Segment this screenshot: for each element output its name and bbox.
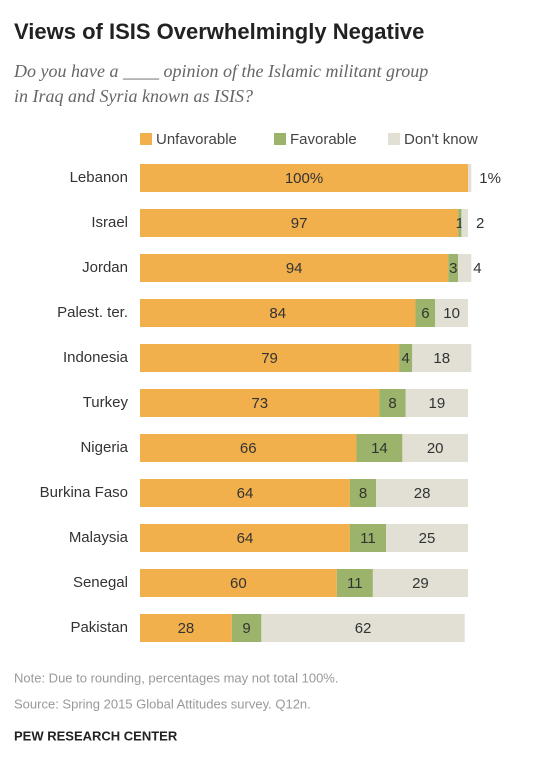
category-label: Indonesia <box>63 349 129 366</box>
note: Note: Due to rounding, percentages may n… <box>14 670 338 685</box>
category-label: Turkey <box>83 394 129 411</box>
bar-segment <box>415 299 436 327</box>
value-label: 25 <box>419 530 436 547</box>
bar-segment <box>261 614 465 642</box>
bar-segment <box>356 434 403 462</box>
chart-title: Views of ISIS Overwhelmingly Negative <box>14 19 424 44</box>
category-label: Israel <box>91 214 128 231</box>
bar-segment <box>405 389 468 417</box>
value-label: 1 <box>456 215 464 232</box>
bar-segment <box>140 254 449 282</box>
category-label: Jordan <box>82 259 128 276</box>
bar-segment <box>140 389 380 417</box>
value-label: 19 <box>428 395 445 412</box>
legend-swatch <box>274 133 286 145</box>
value-label: 28 <box>414 485 431 502</box>
value-label: 28 <box>178 620 195 637</box>
bar-segment <box>399 344 413 372</box>
value-label: 14 <box>371 440 388 457</box>
bar-segment <box>349 479 377 507</box>
value-label: 18 <box>433 350 450 367</box>
bar-segment <box>140 524 350 552</box>
bar-segment <box>461 209 468 237</box>
category-label: Palest. ter. <box>57 304 128 321</box>
value-label: 62 <box>355 620 372 637</box>
value-label: 11 <box>347 575 363 592</box>
value-label: 2 <box>476 215 484 232</box>
chart-subtitle: in Iraq and Syria known as ISIS? <box>14 86 253 106</box>
legend-label: Unfavorable <box>156 131 237 148</box>
category-label: Malaysia <box>69 529 129 546</box>
category-label: Nigeria <box>80 439 128 456</box>
bar-segment <box>140 299 416 327</box>
value-label: 20 <box>427 440 444 457</box>
value-label: 100% <box>285 170 323 187</box>
value-label: 94 <box>286 260 303 277</box>
bar-segment <box>376 479 468 507</box>
category-label: Burkina Faso <box>40 484 128 501</box>
legend-swatch <box>140 133 152 145</box>
value-label: 1% <box>479 170 501 187</box>
bar-segment <box>402 434 468 462</box>
category-label: Lebanon <box>70 169 128 186</box>
bar-segment <box>140 569 337 597</box>
value-label: 64 <box>237 485 254 502</box>
bar-segment <box>435 299 468 327</box>
bar-segment <box>231 614 262 642</box>
value-label: 4 <box>473 260 481 277</box>
bar-segment <box>448 254 459 282</box>
value-label: 79 <box>261 350 278 367</box>
value-label: 66 <box>240 440 257 457</box>
value-label: 11 <box>360 530 376 547</box>
bar-segment <box>379 389 406 417</box>
bar-segment <box>140 614 232 642</box>
value-label: 4 <box>402 350 410 367</box>
bar-segment <box>140 434 357 462</box>
bar-segment <box>412 344 472 372</box>
bar-segment <box>140 479 350 507</box>
bar-segment <box>140 164 468 192</box>
category-label: Senegal <box>73 574 128 591</box>
bar-segment <box>372 569 468 597</box>
value-label: 97 <box>291 215 308 232</box>
chart-subtitle: Do you have a ____ opinion of the Islami… <box>13 61 428 81</box>
value-label: 6 <box>421 305 429 322</box>
value-label: 29 <box>412 575 429 592</box>
bar-segment <box>458 209 462 237</box>
value-label: 10 <box>443 305 460 322</box>
value-label: 3 <box>449 260 457 277</box>
bar-segment <box>140 344 400 372</box>
bar-segment <box>336 569 373 597</box>
value-label: 9 <box>242 620 250 637</box>
value-label: 73 <box>251 395 268 412</box>
source: PEW RESEARCH CENTER <box>14 728 178 743</box>
legend-label: Favorable <box>290 131 357 148</box>
value-label: 60 <box>230 575 247 592</box>
bar-segment <box>386 524 468 552</box>
bar-segment <box>349 524 386 552</box>
value-label: 8 <box>359 485 367 502</box>
category-label: Pakistan <box>70 619 128 636</box>
value-label: 8 <box>388 395 396 412</box>
bar-segment <box>468 164 472 192</box>
note: Source: Spring 2015 Global Attitudes sur… <box>14 696 311 711</box>
bar-segment <box>458 254 472 282</box>
value-label: 64 <box>237 530 254 547</box>
legend-label: Don't know <box>404 131 478 148</box>
bar-segment <box>140 209 459 237</box>
value-label: 84 <box>269 305 286 322</box>
legend-swatch <box>388 133 400 145</box>
